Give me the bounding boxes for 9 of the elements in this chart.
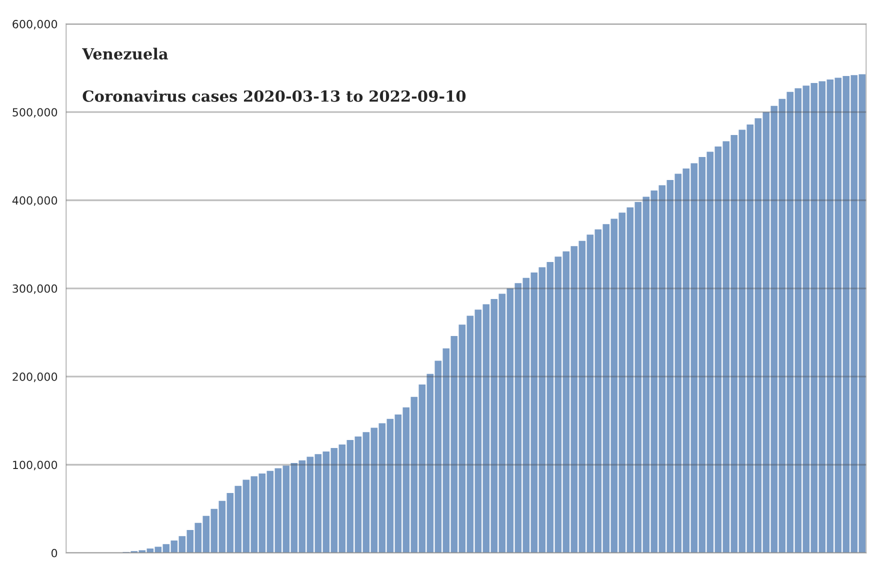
y-tick-label: 300,000 <box>12 284 58 294</box>
y-tick-label: 400,000 <box>12 196 58 206</box>
text: Venezuela <box>82 48 168 60</box>
y-tick-label: 600,000 <box>12 20 58 30</box>
y-tick-label: 500,000 <box>12 108 58 118</box>
y-tick-label: 0 <box>51 548 58 558</box>
text: Coronavirus cases 2020-03-13 to 2022-09-10 <box>82 90 466 102</box>
y-tick-label: 200,000 <box>12 372 58 382</box>
y-tick-label: 100,000 <box>13 460 58 470</box>
